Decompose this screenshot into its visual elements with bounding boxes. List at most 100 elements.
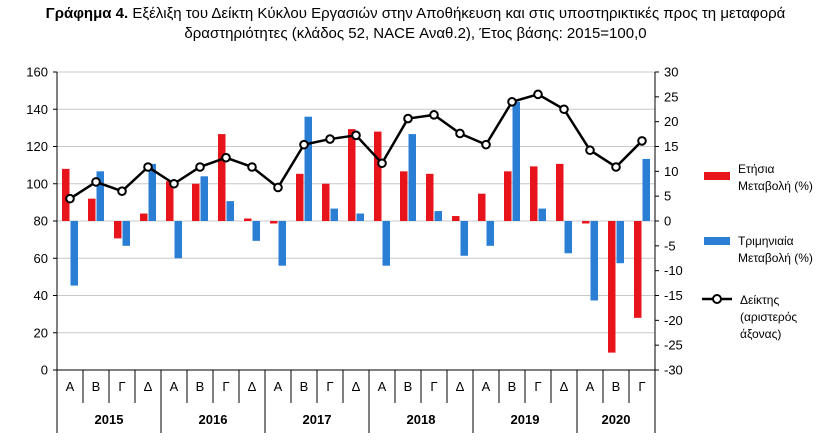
quarterly-bar [200, 176, 208, 221]
quarterly-bar [512, 101, 520, 221]
legend-quarterly-line2: Μεταβολή (%) [738, 251, 813, 265]
quarter-label: Δ [352, 379, 361, 394]
annual-bar [426, 173, 434, 221]
right-tick-label: 30 [664, 65, 678, 80]
index-point [507, 97, 517, 107]
left-tick-label: 140 [26, 102, 48, 117]
index-point [559, 104, 569, 115]
right-tick-label: -25 [664, 338, 683, 353]
index-point [299, 139, 309, 150]
quarterly-bar [278, 221, 286, 266]
quarterly-bar [122, 221, 130, 246]
quarter-label: Γ [534, 379, 541, 394]
right-tick-label: 10 [664, 164, 678, 179]
quarter-label: Δ [144, 379, 153, 394]
year-label: 2015 [95, 412, 124, 427]
year-label: 2016 [199, 412, 228, 427]
quarter-label: Γ [326, 379, 333, 394]
index-point [403, 113, 413, 124]
quarterly-bar [382, 221, 390, 266]
quarterly-bar [564, 221, 572, 254]
legend-index-line2: (αριστερός [740, 310, 797, 324]
legend-quarterly-swatch [704, 237, 730, 245]
quarter-label: Δ [248, 379, 257, 394]
index-point [637, 136, 647, 146]
annual-bar [88, 198, 96, 221]
right-tick-label: 0 [664, 214, 671, 229]
left-tick-label: 100 [26, 176, 48, 191]
quarterly-bar [148, 163, 156, 221]
axes [53, 71, 659, 371]
annual-bar [582, 221, 590, 224]
chart-title-line2: δραστηριότητες (κλάδος 52, NACE Αναθ.2),… [184, 25, 647, 42]
annual-bar [62, 168, 70, 221]
year-label: 2018 [407, 412, 436, 427]
left-tick-label: 40 [34, 288, 48, 303]
quarter-label: Β [612, 379, 621, 394]
quarterly-bar [460, 221, 468, 256]
quarter-label: Α [586, 379, 595, 394]
quarterly-bar [538, 208, 546, 221]
chart-title-label: Γράφημα 4. [45, 5, 129, 22]
annual-bar [296, 173, 304, 221]
legend-annual-line1: Ετήσια [738, 162, 774, 176]
left-tick-label: 120 [26, 139, 48, 154]
legend-quarterly-line1: Τριμηνιαία [738, 234, 794, 248]
left-tick-label: 20 [34, 325, 48, 340]
quarterly-bar [590, 221, 598, 301]
quarterly-bar [356, 213, 364, 221]
index-point [455, 128, 465, 139]
index-point [247, 162, 257, 172]
index-point [377, 158, 387, 169]
annual-bar [530, 166, 538, 221]
quarter-label: Γ [638, 379, 645, 394]
annual-bar [140, 213, 148, 221]
quarter-label: Γ [222, 379, 229, 394]
year-label: 2019 [511, 412, 540, 427]
annual-bar [452, 216, 460, 221]
left-tick-label: 60 [34, 251, 48, 266]
index-point [351, 130, 361, 141]
legend-index-marker [712, 294, 722, 304]
annual-bar [348, 129, 356, 221]
quarterly-bar [252, 221, 260, 241]
quarterly-bar [616, 221, 624, 264]
quarter-label: Γ [118, 379, 125, 394]
index-point [143, 162, 153, 172]
annual-bar [634, 221, 642, 318]
quarter-label: Β [404, 379, 413, 394]
annual-bar [400, 171, 408, 221]
right-tick-label: 15 [664, 139, 678, 154]
index-point [585, 145, 595, 156]
index-point [169, 178, 179, 189]
quarterly-bar [486, 221, 494, 246]
right-tick-label: 5 [664, 189, 671, 204]
right-tick-label: -30 [664, 363, 683, 378]
right-tick-label: -10 [664, 263, 683, 278]
index-point [273, 182, 283, 193]
legend-index-line3: άξονας) [740, 327, 781, 341]
index-point [611, 162, 621, 172]
legend-index-line1: Δείκτης [740, 293, 779, 307]
quarterly-bar [642, 158, 650, 221]
left-tick-label: 0 [41, 363, 48, 378]
quarter-label: Α [274, 379, 283, 394]
index-point [325, 134, 335, 144]
quarter-label: Β [196, 379, 205, 394]
quarterly-bar [408, 134, 416, 221]
left-tick-label: 80 [34, 214, 48, 229]
annual-bar [244, 218, 252, 221]
legend-annual-line2: Μεταβολή (%) [738, 179, 813, 193]
right-tick-label: 25 [664, 89, 678, 104]
quarterly-bar [70, 221, 78, 286]
annual-bar [114, 221, 122, 239]
quarter-label: Α [66, 379, 75, 394]
annual-bar [556, 163, 564, 221]
chart-title: Γράφημα 4. Εξέλιξη του Δείκτη Κύκλου Εργ… [0, 4, 831, 44]
bars [62, 101, 650, 353]
quarterly-bar [304, 116, 312, 221]
right-tick-label: -20 [664, 313, 683, 328]
right-tick-label: -5 [664, 238, 676, 253]
index-point [195, 162, 205, 172]
